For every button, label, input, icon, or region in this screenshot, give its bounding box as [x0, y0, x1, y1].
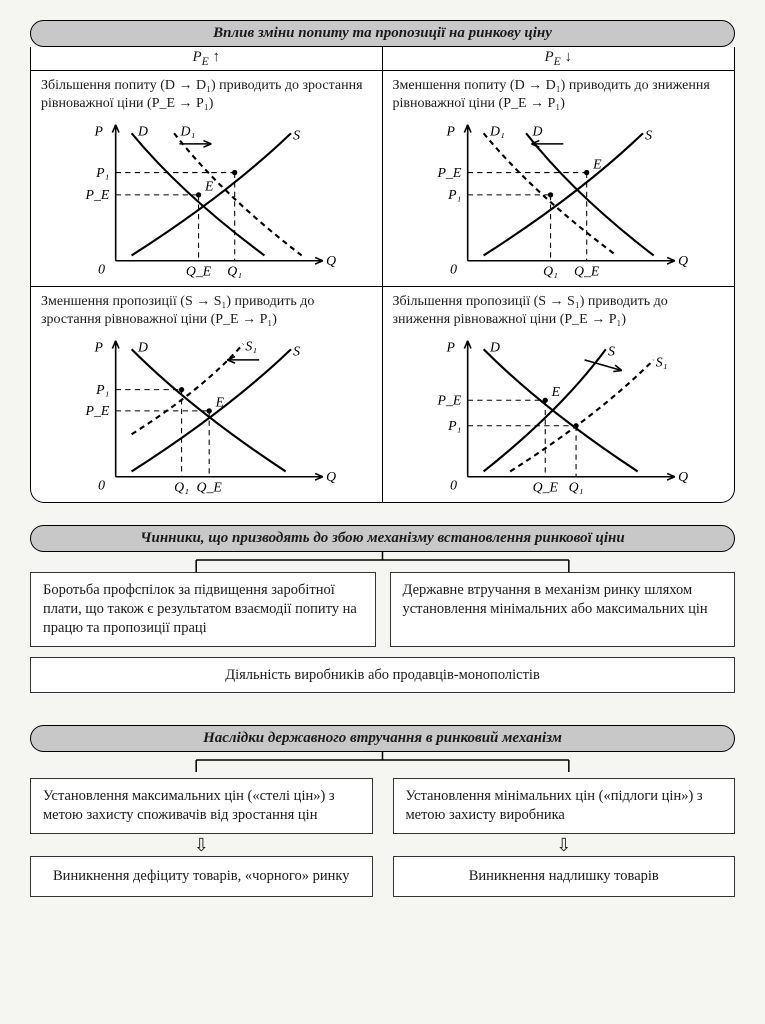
svg-text:E: E	[551, 384, 561, 399]
svg-text:D: D	[489, 339, 500, 354]
factor-unions: Боротьба профспілок за підвищення заробі…	[30, 572, 376, 647]
consequences-grid: Установлення максимальних цін («стелі ці…	[30, 778, 735, 897]
svg-text:0: 0	[450, 262, 457, 277]
svg-text:P: P	[94, 339, 104, 354]
factor-government: Державне втручання в механізм ринку шлях…	[390, 572, 736, 647]
svg-text:P_E: P_E	[85, 403, 110, 418]
factor-monopoly: Діяльність виробників або продавців-моно…	[30, 657, 735, 694]
deficit-box: Виникнення дефіциту товарів, «чорного» р…	[30, 856, 373, 897]
svg-text:P_E: P_E	[85, 187, 110, 202]
svg-text:0: 0	[98, 262, 105, 277]
svg-text:Q_E: Q_E	[533, 480, 559, 495]
svg-text:Q₁: Q₁	[228, 264, 243, 279]
svg-text:P: P	[446, 123, 456, 138]
cell-text: Збільшення попиту (D → D₁) приводить до …	[41, 77, 372, 112]
surplus-box: Виникнення надлишку товарів	[393, 856, 736, 897]
svg-text:D₁: D₁	[489, 123, 505, 138]
col-head-up: PE ↑	[31, 47, 383, 71]
chart-supply-increase: P Q 0 D S S₁ P_E P₁ Q_E Q₁ E	[423, 328, 693, 498]
max-price-box: Установлення максимальних цін («стелі ці…	[30, 778, 373, 834]
svg-text:P_E: P_E	[437, 393, 462, 408]
svg-text:S: S	[293, 344, 300, 359]
svg-text:Q₁: Q₁	[543, 264, 558, 279]
svg-text:Q: Q	[678, 253, 688, 268]
svg-text:Q_E: Q_E	[186, 264, 212, 279]
svg-text:P₁: P₁	[447, 187, 461, 202]
svg-text:S: S	[608, 344, 615, 359]
factors-grid: Боротьба профспілок за підвищення заробі…	[30, 572, 735, 693]
svg-text:Q_E: Q_E	[197, 480, 223, 495]
col-head-down: PE ↓	[383, 47, 735, 71]
svg-text:Q₁: Q₁	[569, 480, 584, 495]
branch-connector	[30, 552, 735, 572]
cell-demand-increase: Збільшення попиту (D → D₁) приводить до …	[31, 71, 383, 287]
svg-text:D: D	[137, 123, 148, 138]
svg-text:S: S	[293, 128, 300, 143]
svg-text:P: P	[446, 339, 456, 354]
arrow-down-icon: ⇩	[30, 836, 373, 854]
svg-text:Q: Q	[326, 469, 336, 484]
section1-title: Вплив зміни попиту та пропозиції на ринк…	[30, 20, 735, 47]
svg-text:E: E	[592, 156, 602, 171]
svg-text:P_E: P_E	[437, 165, 462, 180]
svg-text:0: 0	[98, 478, 105, 493]
section3-title: Наслідки державного втручання в ринковий…	[30, 725, 735, 752]
branch-connector-3	[30, 752, 735, 772]
svg-text:Q₁: Q₁	[174, 480, 189, 495]
chart-demand-decrease: P Q 0 D D₁ S P_E P₁ Q₁ Q_E E	[423, 112, 693, 282]
svg-text:D₁: D₁	[180, 123, 196, 138]
section2-title: Чинники, що призводять до збою механізму…	[30, 525, 735, 552]
svg-text:P₁: P₁	[95, 382, 109, 397]
chart-supply-decrease: P Q 0 D S S₁ P₁ P_E Q₁ Q_E E	[71, 328, 341, 498]
cell-text: Збільшення пропозиції (S → S₁) приводить…	[393, 293, 725, 328]
svg-text:Q: Q	[326, 253, 336, 268]
min-price-box: Установлення мінімальних цін («підлоги ц…	[393, 778, 736, 834]
cell-text: Зменшення попиту (D → D₁) приводить до з…	[393, 77, 725, 112]
cell-text: Зменшення пропозиції (S → S₁) приводить …	[41, 293, 372, 328]
chart-demand-increase: P Q 0 D D₁ S P₁ P_E Q_E Q₁ E	[71, 112, 341, 282]
cell-supply-decrease: Зменшення пропозиції (S → S₁) приводить …	[31, 287, 383, 502]
arrow-down-icon: ⇩	[393, 836, 736, 854]
svg-text:S: S	[645, 128, 652, 143]
svg-text:P₁: P₁	[447, 418, 461, 433]
svg-text:D: D	[137, 339, 148, 354]
svg-text:S₁: S₁	[246, 338, 258, 353]
svg-text:E: E	[204, 179, 214, 194]
svg-text:D: D	[532, 123, 543, 138]
svg-text:0: 0	[450, 478, 457, 493]
cell-supply-increase: Збільшення пропозиції (S → S₁) приводить…	[383, 287, 735, 502]
svg-text:P: P	[94, 123, 104, 138]
svg-text:Q_E: Q_E	[574, 264, 600, 279]
supply-demand-table: PE ↑ PE ↓ Збільшення попиту (D → D₁) при…	[30, 47, 735, 503]
svg-text:S₁: S₁	[656, 354, 668, 369]
svg-text:P₁: P₁	[95, 165, 109, 180]
svg-text:E: E	[215, 395, 225, 410]
svg-text:Q: Q	[678, 469, 688, 484]
cell-demand-decrease: Зменшення попиту (D → D₁) приводить до з…	[383, 71, 735, 287]
